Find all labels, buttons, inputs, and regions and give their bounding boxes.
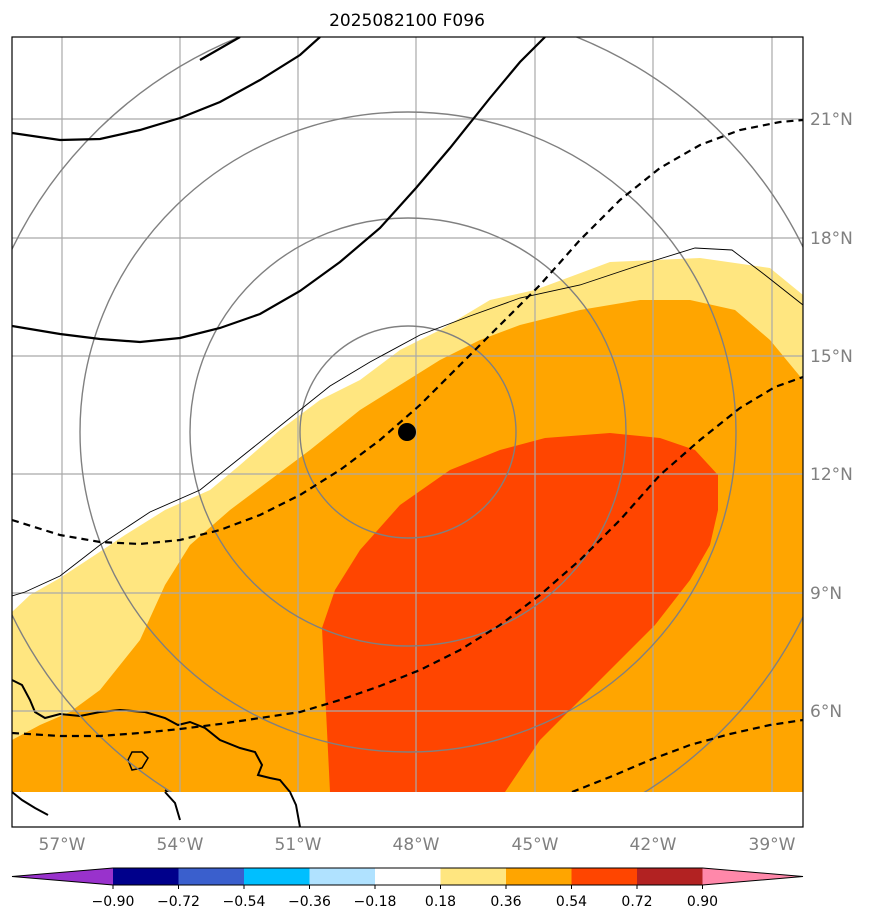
lat-label: 6°N (810, 702, 842, 722)
coastline-lower (12, 791, 301, 827)
coastline (12, 679, 301, 827)
no-data-strip (12, 792, 803, 827)
solid-contour-topleft (199, 37, 241, 61)
colorbar-tick-label: −0.36 (288, 894, 331, 910)
lon-label: 39°W (749, 835, 796, 855)
colorbar-segment (178, 868, 245, 885)
map-frame (11, 36, 804, 828)
colorbar-segment (244, 868, 310, 885)
lake-outline (127, 751, 149, 771)
map-area (12, 37, 803, 827)
colorbar-segment (309, 868, 376, 885)
lon-label: 42°W (630, 835, 677, 855)
map-title: 2025082100 F096 (329, 11, 485, 31)
dashed-contour-3 (571, 718, 803, 794)
colorbar-extension-min (12, 868, 113, 885)
lon-label: 51°W (275, 835, 322, 855)
colorbar-segment (637, 868, 703, 885)
storm-center-marker[interactable] (398, 423, 416, 441)
lat-label: 15°N (810, 347, 853, 367)
colorbar-tick-label: 0.54 (556, 894, 587, 910)
lon-label: 57°W (39, 835, 86, 855)
colorbar-tick-label: −0.18 (354, 894, 397, 910)
solid-contour-upper (12, 37, 321, 142)
colorbar-extension-max (702, 868, 803, 885)
colorbar-tick-label: 0.72 (621, 894, 652, 910)
lon-label: 48°W (393, 835, 440, 855)
solid-contour-lower (12, 37, 546, 344)
lat-label: 21°N (810, 110, 853, 130)
colorbar-segment (113, 868, 179, 885)
lat-label: 9°N (810, 584, 842, 604)
colorbar-segment (375, 868, 441, 885)
colorbar-tick-label: 0.18 (425, 894, 456, 910)
thin-contour (12, 247, 803, 597)
colorbar-tick-label: 0.90 (687, 894, 718, 910)
shading-level-054-072 (322, 433, 718, 792)
colorbar-tick-label: 0.36 (490, 894, 521, 910)
latitude-labels: 21°N 18°N 15°N 12°N 9°N 6°N (810, 110, 853, 722)
lat-label: 12°N (810, 465, 853, 485)
lon-label: 54°W (157, 835, 204, 855)
colorbar-segment (440, 868, 507, 885)
range-rings (12, 37, 803, 827)
dashed-contours (12, 118, 803, 794)
colorbar-tick-label: −0.90 (92, 894, 135, 910)
lon-label: 45°W (512, 835, 559, 855)
longitude-labels: 57°W 54°W 51°W 48°W 45°W 42°W 39°W (39, 835, 796, 855)
colorbar: −0.90 −0.72 −0.54 −0.36 −0.18 0.18 0.36 0.54 0.7… (11, 867, 804, 910)
colorbar-segment (571, 868, 638, 885)
dashed-contour-1 (12, 118, 803, 546)
lat-label: 18°N (810, 229, 853, 249)
colorbar-segment (506, 868, 572, 885)
colorbar-tick-label: −0.72 (157, 894, 200, 910)
colorbar-tick-label: −0.54 (223, 894, 266, 910)
